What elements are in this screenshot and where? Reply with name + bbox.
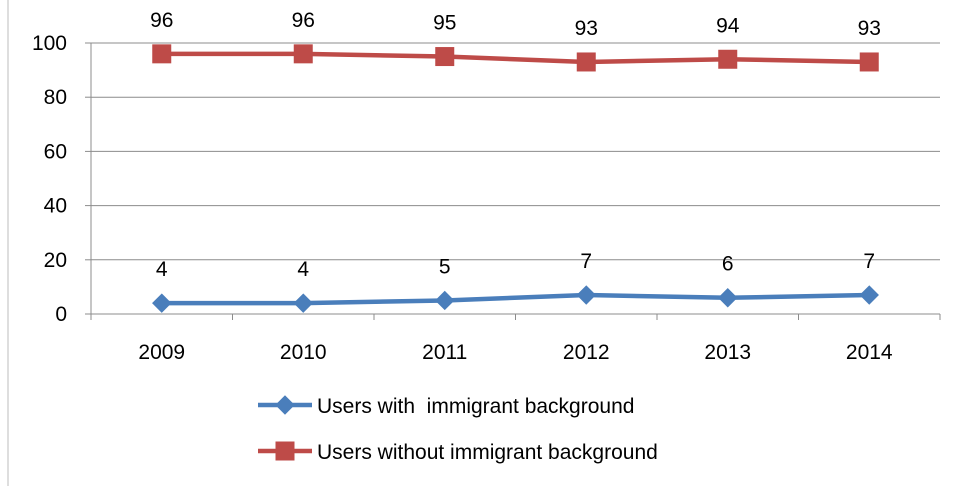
x-tick-label: 2010 xyxy=(280,341,327,364)
data-point-marker xyxy=(152,293,172,313)
legend-item: Users with immigrant background xyxy=(258,395,634,418)
legend-label: Users with immigrant background xyxy=(317,395,634,418)
y-tick-label: 80 xyxy=(44,86,67,109)
data-label: 95 xyxy=(433,12,456,35)
y-tick-label: 100 xyxy=(32,32,67,55)
data-label: 96 xyxy=(150,9,173,32)
data-label: 5 xyxy=(439,255,451,278)
y-tick-label: 60 xyxy=(44,140,67,163)
gridlines xyxy=(91,42,940,261)
legend-marker xyxy=(275,441,295,461)
legend-label: Users without immigrant background xyxy=(317,441,658,464)
legend-item: Users without immigrant background xyxy=(258,441,658,464)
data-label: 7 xyxy=(580,250,592,273)
data-point-marker xyxy=(152,44,172,64)
data-point-marker xyxy=(435,47,455,67)
series xyxy=(152,44,879,313)
data-point-marker xyxy=(718,49,738,69)
data-point-marker xyxy=(859,285,879,305)
legend-marker xyxy=(275,395,295,415)
data-label: 93 xyxy=(575,17,598,40)
data-label: 93 xyxy=(858,17,881,40)
data-label: 4 xyxy=(297,258,309,281)
data-label: 94 xyxy=(716,14,740,37)
series-line-0 xyxy=(159,292,872,306)
x-tick-label: 2012 xyxy=(563,341,610,364)
data-labels: 4 4 5 7 6 7 96 96 95 93 94 93 xyxy=(150,9,881,281)
x-tick-label: 2011 xyxy=(422,341,467,364)
y-tick-label: 20 xyxy=(44,249,67,272)
axes: 0 20 40 60 80 100 2009 2010 2011 2012 2013 2014 xyxy=(32,32,941,364)
data-point-marker xyxy=(859,52,879,72)
series-line-1 xyxy=(159,51,872,65)
x-tick-label: 2013 xyxy=(704,341,751,364)
data-point-marker xyxy=(293,293,313,313)
data-point-marker xyxy=(576,285,596,305)
data-point-marker xyxy=(293,44,313,64)
data-label: 6 xyxy=(722,253,734,276)
legend: Users with immigrant background Users wit… xyxy=(258,395,658,464)
data-point-marker xyxy=(435,290,455,311)
y-tick-label: 40 xyxy=(44,195,67,218)
data-point-marker xyxy=(576,52,596,72)
x-tick-label: 2014 xyxy=(846,341,893,364)
data-label: 4 xyxy=(156,258,168,281)
y-tick-label: 0 xyxy=(55,303,67,326)
x-tick-label: 2009 xyxy=(138,341,185,364)
data-label: 7 xyxy=(863,250,875,273)
data-label: 96 xyxy=(292,9,315,32)
data-point-marker xyxy=(718,288,738,308)
